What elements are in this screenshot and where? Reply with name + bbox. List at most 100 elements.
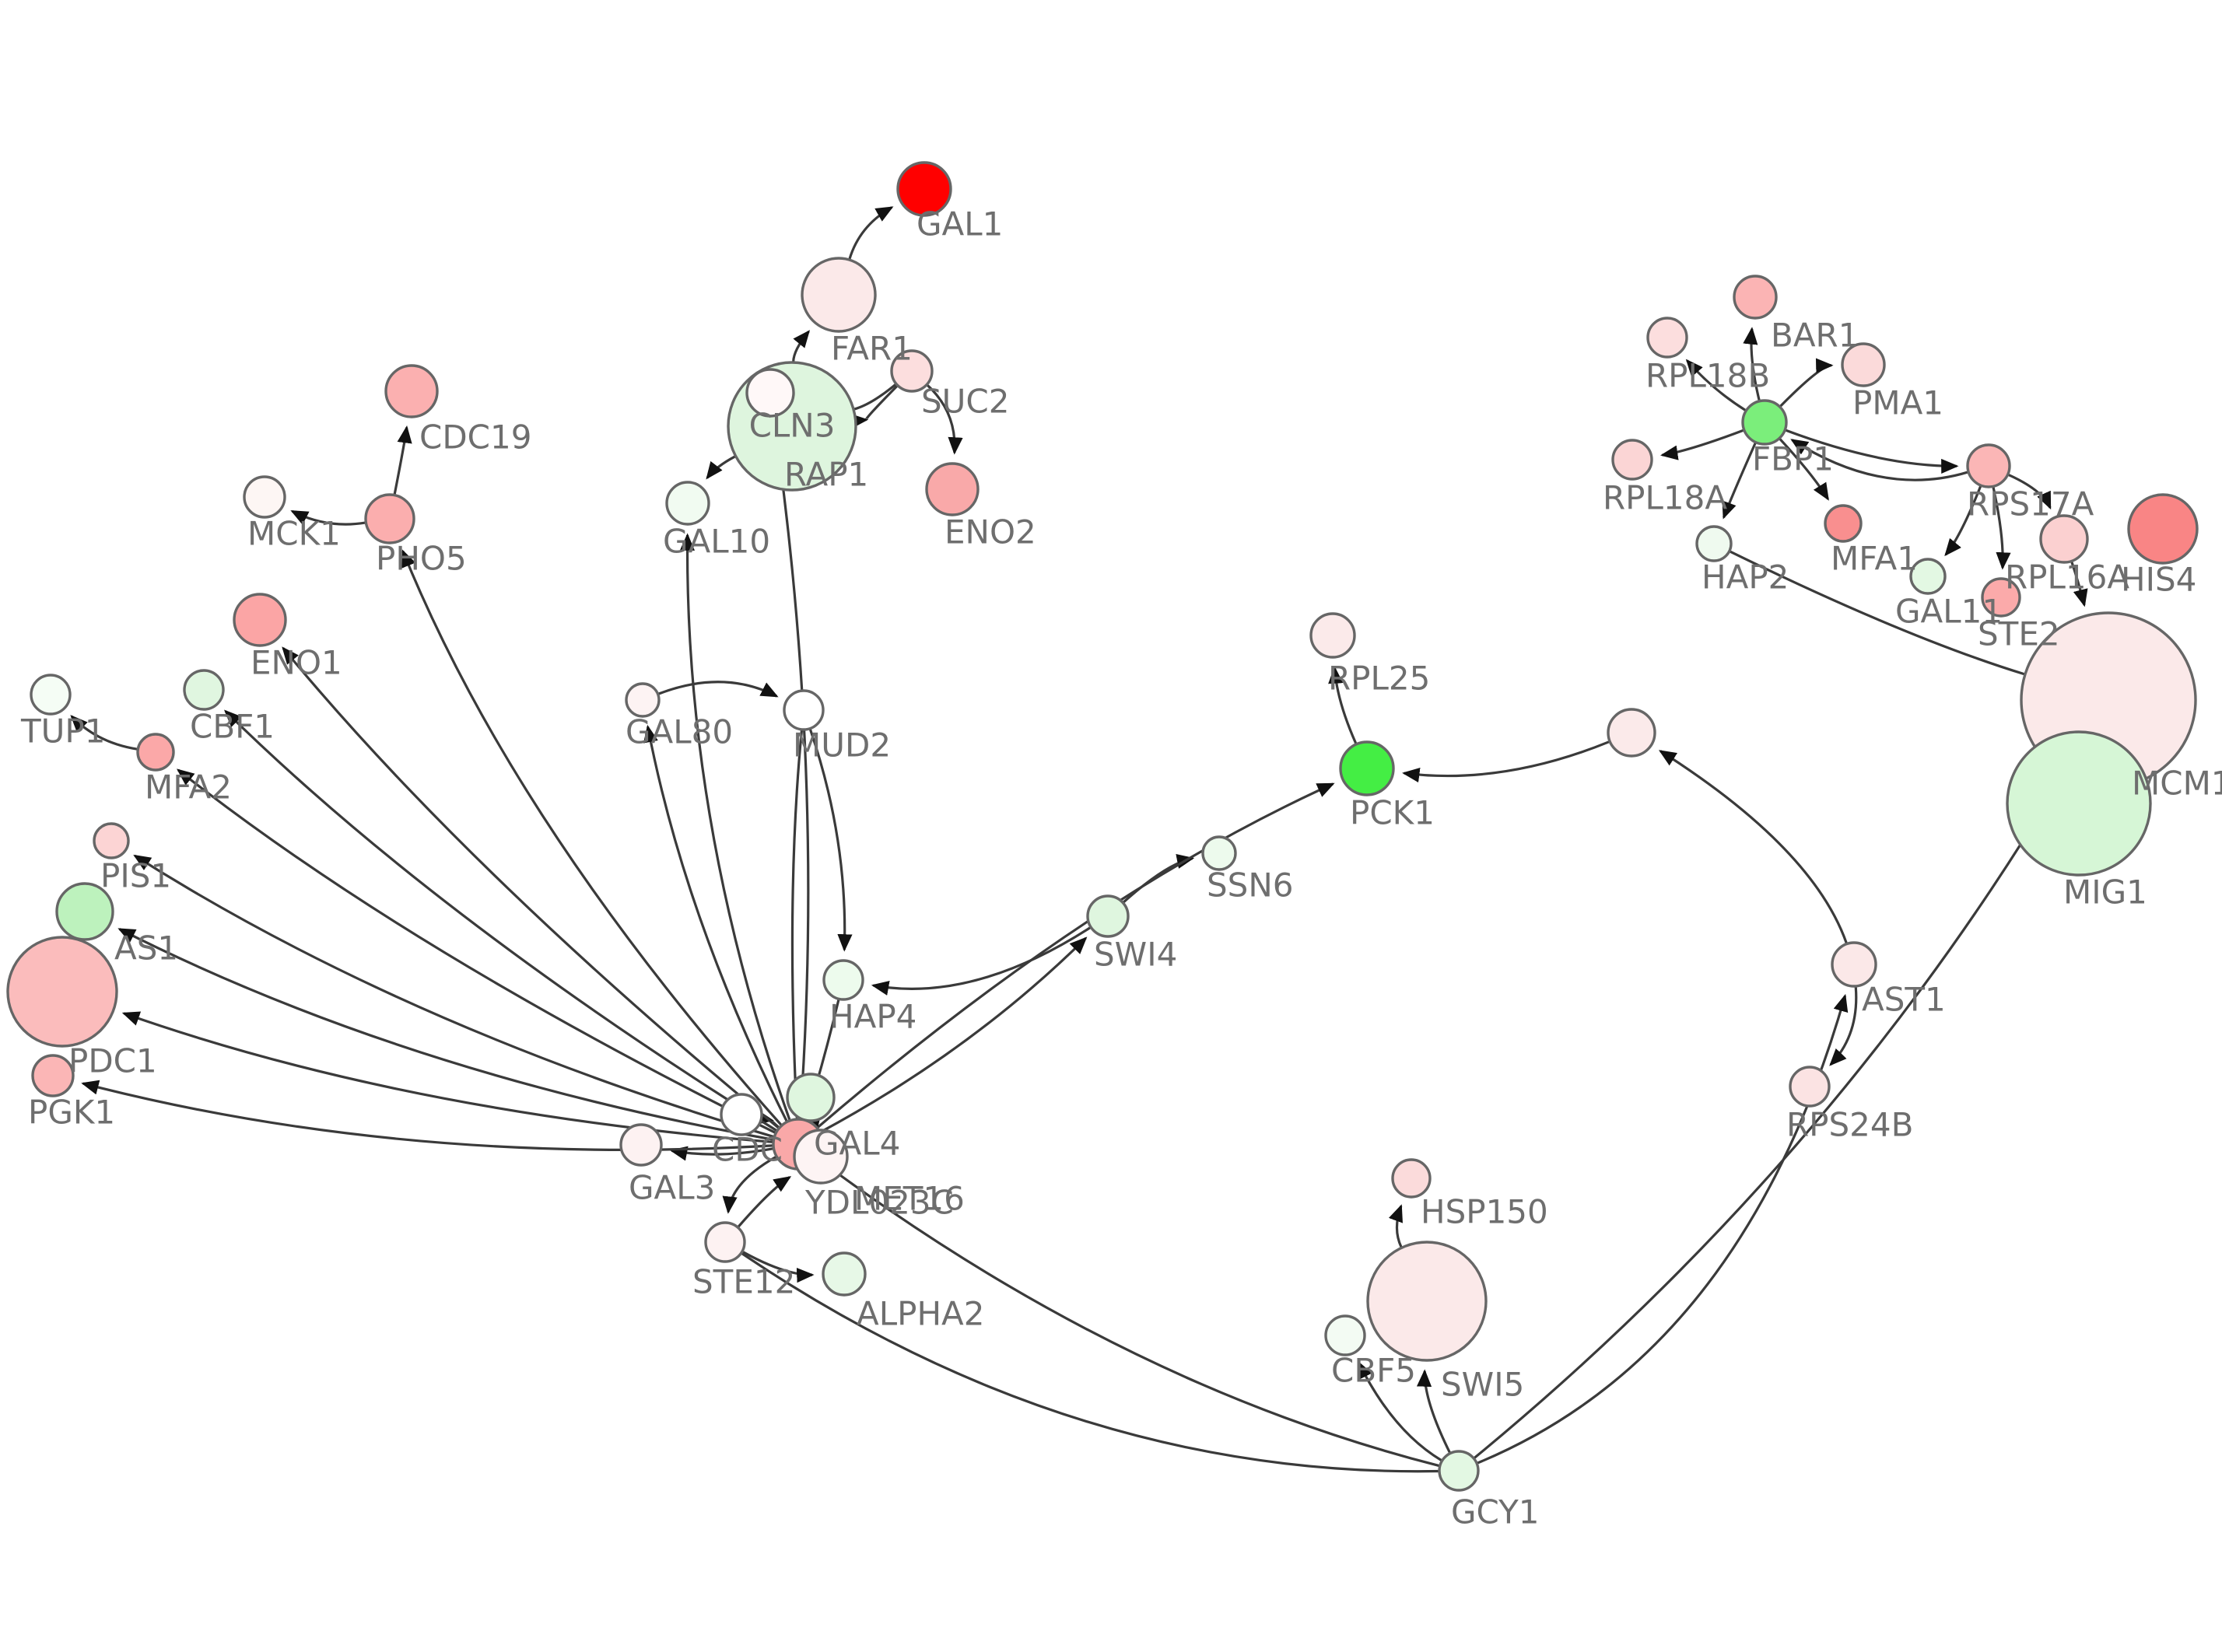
node-label-gal4: GAL4 — [814, 1125, 900, 1163]
node-swi5[interactable] — [1366, 1241, 1488, 1362]
node-label-mfa1: MFA1 — [1831, 540, 1918, 578]
node-rpl18a[interactable] — [1611, 439, 1653, 481]
edge-gal4-to-gal10 — [679, 533, 791, 1121]
edge-suc2-to-cln3 — [850, 385, 899, 429]
edge-rps17a-to-ste2 — [1992, 487, 2011, 570]
node-label-cdc: CDC — [712, 1131, 783, 1169]
node-ssn6[interactable] — [1201, 835, 1237, 871]
edge-fbp1-to-rps17a — [1785, 429, 1959, 474]
node-mfa1[interactable] — [1824, 504, 1863, 543]
node-label-eno1: ENO1 — [251, 644, 342, 682]
node-label-ast1: AST1 — [1862, 981, 1946, 1019]
edge-ste12-to-ydl023c — [737, 1176, 792, 1228]
node-gal1[interactable] — [896, 161, 952, 217]
node-label-mfa2: MFA2 — [145, 768, 232, 807]
node-label-rpl18a: RPL18A — [1603, 479, 1727, 517]
node-cbf1[interactable] — [183, 669, 225, 711]
node-label-swi4: SWI4 — [1094, 936, 1177, 974]
edge-gal4-to-pgk1 — [81, 1080, 773, 1151]
node-label-pho5: PHO5 — [376, 540, 467, 578]
node-far1[interactable] — [801, 257, 877, 333]
node-label-bar1: BAR1 — [1771, 317, 1859, 355]
node-cdc[interactable] — [720, 1093, 763, 1136]
node-swi4[interactable] — [1086, 894, 1130, 938]
node-rap1[interactable] — [745, 368, 795, 418]
node-tup1[interactable] — [30, 674, 72, 716]
node-cdc19[interactable] — [384, 364, 439, 418]
node-rps17a[interactable] — [1966, 443, 2011, 488]
node-cln3b[interactable] — [1607, 708, 1656, 758]
edge-rps17a-to-rpl16a — [2007, 474, 2052, 510]
node-bar1[interactable] — [1733, 275, 1778, 320]
node-gal80[interactable] — [625, 682, 661, 718]
edge-cln3-to-gal10 — [706, 455, 736, 480]
node-label-mig1: MIG1 — [2063, 873, 2147, 912]
node-pgk1[interactable] — [31, 1054, 75, 1097]
node-eno2[interactable] — [925, 462, 980, 516]
node-label-gal3: GAL3 — [629, 1169, 715, 1207]
node-hap2[interactable] — [1695, 525, 1733, 562]
node-gcy1[interactable] — [1438, 1450, 1480, 1492]
node-alpha2[interactable] — [822, 1251, 867, 1297]
node-ste12[interactable] — [704, 1221, 746, 1263]
node-cbf5[interactable] — [1324, 1314, 1366, 1356]
node-pis1[interactable] — [93, 822, 130, 859]
node-mck1[interactable] — [243, 475, 286, 519]
node-suc2[interactable] — [890, 349, 934, 393]
node-rpl18b[interactable] — [1646, 317, 1688, 359]
node-pma1[interactable] — [1841, 342, 1886, 387]
node-gal11[interactable] — [1909, 558, 1947, 595]
edge-swi4-to-ssn6 — [1123, 854, 1195, 904]
node-rps24b[interactable] — [1789, 1066, 1831, 1108]
node-his4[interactable] — [2127, 493, 2199, 565]
edge-ste12-to-gcy1 — [741, 1252, 1439, 1473]
edge-gal4-to-gal3 — [669, 1146, 773, 1161]
node-label-ste2: STE2 — [1978, 615, 2060, 653]
node-label-gal10: GAL10 — [663, 523, 770, 561]
edge-gal4-to-rap1 — [769, 425, 810, 1119]
node-ste2[interactable] — [1981, 577, 2021, 618]
node-label-hap4: HAP4 — [829, 998, 916, 1036]
node-label-gcy1: GCY1 — [1451, 1493, 1540, 1531]
node-label-hsp150: HSP150 — [1421, 1193, 1548, 1231]
edge-cln3b-to-pck1 — [1402, 740, 1610, 783]
node-fbp1[interactable] — [1741, 399, 1788, 446]
node-hap4[interactable] — [822, 959, 864, 1001]
node-label-ssn6: SSN6 — [1207, 866, 1293, 905]
node-mud2[interactable] — [783, 689, 825, 731]
node-ast1[interactable] — [1831, 941, 1877, 988]
node-as1[interactable] — [55, 882, 114, 941]
edge-fbp1-to-pma1 — [1779, 358, 1834, 408]
edge-gal80-to-mud2 — [657, 681, 779, 698]
node-gal10[interactable] — [665, 481, 710, 526]
node-pdc1[interactable] — [6, 936, 118, 1048]
node-label-cdc19: CDC19 — [419, 418, 531, 457]
node-pho5[interactable] — [364, 493, 415, 544]
node-label-rpl18b: RPL18B — [1645, 357, 1770, 395]
node-label-cln3: CLN3 — [749, 407, 836, 445]
node-label-his4: HIS4 — [2121, 561, 2196, 599]
node-label-met16: MET16 — [854, 1180, 965, 1218]
edge-mud2-to-hap4 — [808, 729, 853, 952]
node-label-rps17a: RPS17A — [1967, 485, 2094, 523]
node-label-swi5: SWI5 — [1441, 1366, 1524, 1404]
edge-fbp1-to-mfa1 — [1779, 438, 1829, 501]
node-mfa2[interactable] — [136, 733, 175, 772]
node-rpl16a[interactable] — [2039, 514, 2089, 564]
node-mig1[interactable] — [2006, 730, 2152, 877]
edge-swi4-to-hap4 — [871, 926, 1092, 996]
node-ydl023c[interactable] — [793, 1129, 849, 1185]
node-eno1[interactable] — [233, 593, 287, 647]
edge-cln3-to-far1 — [792, 330, 811, 362]
edge-fbp1-to-hap2 — [1722, 442, 1757, 520]
edge-pho5-to-mck1 — [290, 509, 366, 526]
node-met16[interactable] — [786, 1073, 836, 1122]
node-label-cbf5: CBF5 — [1331, 1352, 1416, 1390]
node-rpl25[interactable] — [1309, 612, 1356, 659]
node-label-mcm1: MCM1 — [2132, 765, 2222, 803]
node-hsp150[interactable] — [1391, 1158, 1432, 1199]
node-gal3[interactable] — [619, 1123, 663, 1167]
node-pck1[interactable] — [1339, 740, 1395, 796]
